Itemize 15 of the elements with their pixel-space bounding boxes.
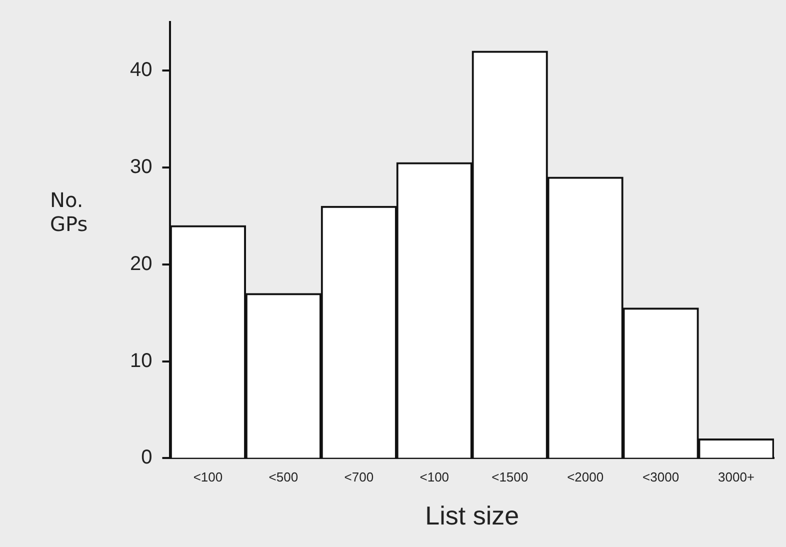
y-tick-label: 20 (130, 252, 152, 275)
x-tick-label: <3000 (642, 470, 680, 485)
x-tick-label: <2000 (567, 470, 604, 485)
y-tick-label: 10 (130, 350, 152, 372)
x-axis-title: List size (425, 500, 520, 531)
y-tick-label: 0 (141, 446, 152, 469)
y-axis-title: No. GPs (50, 188, 89, 236)
y-tick-label: 30 (130, 156, 152, 178)
x-tick-label: <100 (420, 470, 450, 485)
x-tick-label: <500 (268, 470, 298, 485)
x-tick-label: <700 (344, 470, 374, 485)
x-tick-label: <1500 (492, 470, 528, 485)
y-tick-label: 40 (130, 58, 152, 81)
x-tick-label: 3000+ (718, 470, 755, 485)
x-tick-label: <100 (193, 470, 223, 485)
